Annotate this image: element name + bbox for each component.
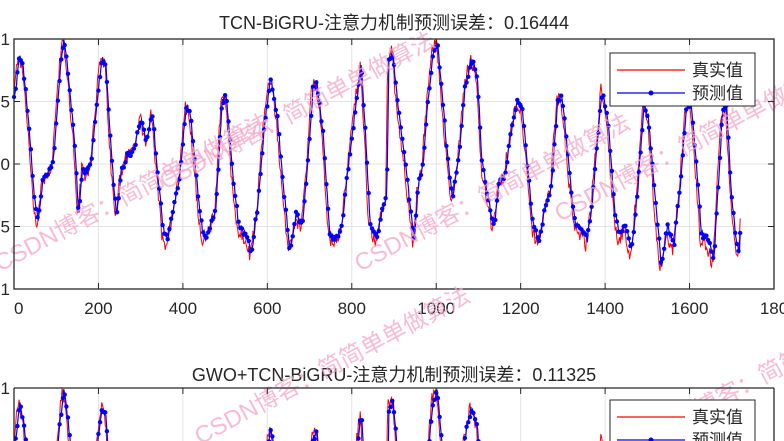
plot1-series: [11, 38, 743, 271]
plot2-ticks: 1: [1, 379, 775, 398]
y-tick-label: 1: [1, 30, 10, 49]
x-tick-label: 1000: [417, 299, 455, 318]
plot1-title-error-value: 0.16444: [503, 13, 570, 33]
plot2-title: GWO+TCN-BiGRU-注意力机制预测误差：0.11325: [14, 361, 774, 387]
plot1-ticks: 0 200 400 600 800 1000 1200 1400 1600 180 1 5 0 5 1: [1, 30, 784, 318]
y-tick-label: 1: [1, 379, 10, 398]
legend-box: [609, 399, 756, 441]
series-predicted-markers: [13, 390, 605, 441]
x-tick-label: 180: [760, 299, 784, 318]
x-tick-label: 800: [338, 299, 366, 318]
legend-true-label: 真实值: [692, 408, 743, 428]
x-tick-label: 0: [14, 299, 23, 318]
legend-true-label: 真实值: [692, 61, 743, 81]
x-tick-label: 1200: [502, 299, 540, 318]
x-tick-label: 600: [253, 299, 281, 318]
plot1-title: TCN-BiGRU-注意力机制预测误差：0.16444: [14, 9, 774, 35]
legend-predicted-label: 预测值: [692, 84, 743, 104]
plot1-title-label: 注意力机制预测误差：: [323, 13, 504, 34]
plot2-title-label: 注意力机制预测误差：: [352, 365, 533, 386]
x-tick-label: 400: [169, 299, 197, 318]
plot2-series: [13, 387, 605, 441]
legend-predicted-marker-icon: [648, 90, 654, 96]
legend-predicted-label: 预测值: [692, 431, 743, 441]
y-tick-label: 5: [1, 93, 10, 112]
plot2-title-model: GWO+TCN-BiGRU-: [191, 365, 353, 385]
plot1-axes: CSDN博客：简简单单做算法 CSDN博客：简简单单做算法CSDN博客：简简单单做…: [0, 27, 784, 318]
x-tick-label: 1600: [671, 299, 709, 318]
plot2-title-error-value: 0.11325: [532, 365, 597, 385]
y-tick-label: 1: [1, 280, 10, 299]
y-tick-label: 0: [1, 155, 10, 174]
plot1-title-model: TCN-BiGRU-: [218, 13, 324, 33]
legend-box: [609, 52, 756, 107]
series-predicted-markers: [11, 42, 743, 265]
x-tick-label: 1400: [586, 299, 624, 318]
y-tick-label: 5: [1, 218, 10, 237]
x-tick-label: 200: [84, 299, 112, 318]
legend-predicted-marker-icon: [648, 437, 654, 441]
